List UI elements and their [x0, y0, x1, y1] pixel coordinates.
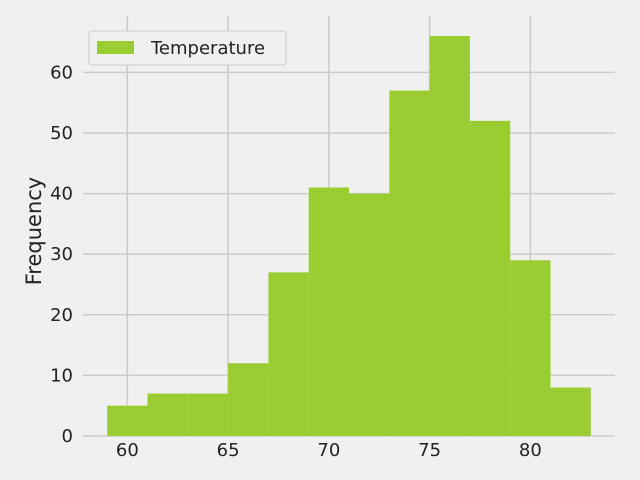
- y-axis-label: Frequency: [22, 177, 46, 286]
- y-tick-label: 20: [50, 305, 73, 326]
- histogram-bar: [187, 393, 229, 436]
- legend-swatch: [97, 41, 134, 54]
- histogram-bar: [107, 405, 148, 436]
- histogram-bar: [429, 36, 470, 436]
- histogram-bar: [228, 363, 269, 436]
- y-tick-label: 50: [50, 123, 73, 144]
- bars-layer: [107, 36, 591, 437]
- y-tick-label: 40: [50, 184, 73, 205]
- histogram-bar: [389, 90, 430, 436]
- histogram-bar: [510, 260, 551, 436]
- histogram-bar: [349, 193, 390, 436]
- histogram-bar: [550, 387, 591, 436]
- ticks-layer: 60 65 70 75 80 0 10 20 30 40 50 60: [50, 62, 542, 461]
- histogram-bar: [147, 393, 188, 436]
- y-tick-label: 10: [50, 365, 73, 386]
- x-tick-label: 75: [418, 440, 441, 461]
- histogram-bar: [268, 272, 309, 436]
- x-tick-label: 70: [317, 440, 340, 461]
- histogram-bar: [308, 187, 349, 436]
- y-tick-label: 60: [50, 62, 73, 83]
- x-tick-label: 65: [217, 440, 240, 461]
- x-tick-label: 60: [116, 440, 139, 461]
- legend-label: Temperature: [150, 38, 265, 59]
- histogram-bar: [469, 120, 511, 437]
- x-tick-label: 80: [519, 440, 542, 461]
- y-tick-label: 30: [50, 244, 73, 265]
- y-tick-label: 0: [62, 426, 73, 447]
- legend: Temperature: [88, 30, 287, 66]
- legend-box: [88, 30, 287, 66]
